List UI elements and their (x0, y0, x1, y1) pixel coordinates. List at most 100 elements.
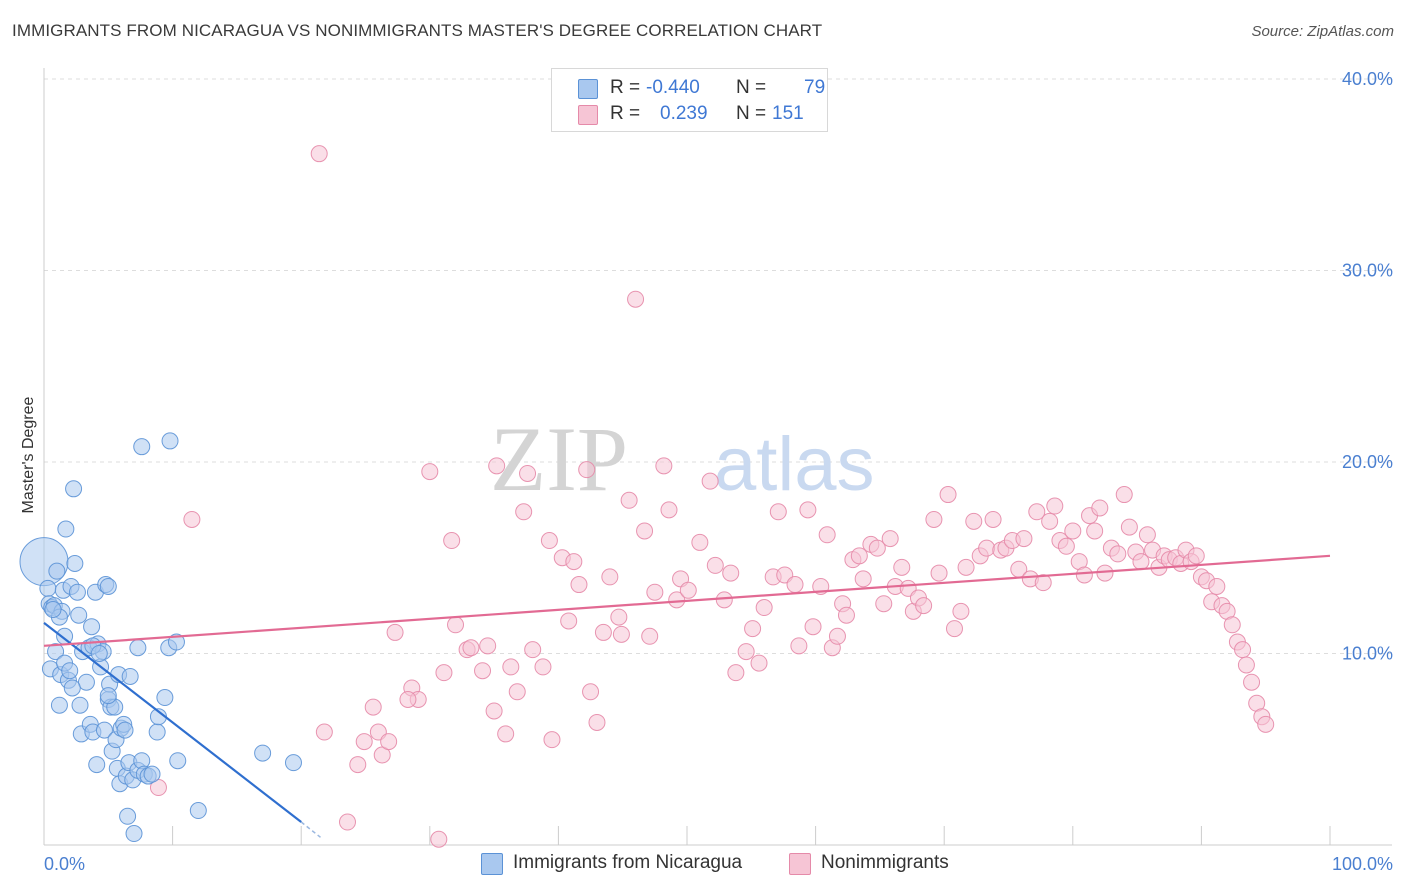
data-point (99, 687, 117, 705)
data-point (119, 807, 137, 825)
data-point (691, 533, 709, 551)
data-point (1057, 537, 1075, 555)
data-point (1041, 512, 1059, 530)
data-point (755, 599, 773, 617)
legend-n-label: N = (736, 103, 767, 124)
data-point (668, 591, 686, 609)
data-point (435, 664, 453, 682)
data-point (156, 689, 174, 707)
data-point (1064, 522, 1082, 540)
legend-r-label: R = (610, 77, 641, 98)
data-point (915, 597, 933, 615)
data-point (1187, 547, 1205, 565)
data-point (99, 577, 117, 595)
data-point (1028, 503, 1046, 521)
data-point (1046, 497, 1064, 515)
data-point (1138, 526, 1156, 544)
data-point (565, 553, 583, 571)
data-point (570, 576, 588, 594)
watermark-atlas: atlas (714, 422, 875, 507)
data-point (769, 503, 787, 521)
data-point (167, 633, 185, 651)
data-point (737, 643, 755, 661)
data-point (310, 145, 328, 163)
data-point (44, 600, 62, 618)
data-point (850, 547, 868, 565)
legend-swatch-blue (578, 79, 598, 99)
data-point (594, 623, 612, 641)
data-point (945, 620, 963, 638)
data-point (121, 667, 139, 685)
data-point (95, 721, 113, 739)
data-point (488, 457, 506, 475)
legend-r-value: -0.440 (646, 77, 700, 98)
data-point (133, 438, 151, 456)
tick-labels: 10.0% 20.0% 30.0% 40.0% 0.0% 100.0% (44, 69, 1393, 874)
data-point (679, 581, 697, 599)
data-point (984, 510, 1002, 528)
data-point (582, 683, 600, 701)
data-point (1120, 518, 1138, 536)
data-point (534, 658, 552, 676)
legend-n-value: 151 (772, 103, 804, 124)
data-point (65, 480, 83, 498)
data-point (349, 756, 367, 774)
trend-line-nonimmigrants (43, 554, 1331, 647)
data-point (68, 583, 86, 601)
data-point (71, 696, 89, 714)
data-point (939, 486, 957, 504)
data-point (868, 539, 886, 557)
y-tick-label: 20.0% (1342, 452, 1393, 472)
data-point (161, 432, 179, 450)
data-point (1234, 641, 1252, 659)
trend-lines (43, 554, 1331, 838)
data-point (63, 679, 81, 697)
watermark: ZIP atlas (490, 408, 875, 510)
data-point (315, 723, 333, 741)
data-point (560, 612, 578, 630)
data-point (837, 606, 855, 624)
legend-r-value: 0.239 (660, 103, 708, 124)
data-point (70, 606, 88, 624)
data-point (474, 662, 492, 680)
data-point (61, 662, 79, 680)
data-point (380, 733, 398, 751)
data-point (588, 713, 606, 731)
data-point (978, 539, 996, 557)
data-point (143, 765, 161, 783)
data-point (601, 568, 619, 586)
data-point (485, 702, 503, 720)
data-point (508, 683, 526, 701)
data-point (540, 532, 558, 550)
data-point (447, 616, 465, 634)
bottom-legend-label: Nonimmigrants (821, 852, 949, 873)
data-point (957, 558, 975, 576)
data-point (893, 558, 911, 576)
data-point (338, 813, 356, 831)
data-point (57, 520, 75, 538)
source-label: Source: ZipAtlas.com (1251, 23, 1394, 40)
data-point (1223, 616, 1241, 634)
data-point (83, 618, 101, 636)
data-point (169, 752, 187, 770)
data-point (77, 673, 95, 691)
data-point (1091, 499, 1109, 517)
data-point (790, 637, 808, 655)
data-point (125, 825, 143, 843)
data-point (655, 457, 673, 475)
data-point (965, 512, 983, 530)
data-point (701, 472, 719, 490)
data-point (1115, 486, 1133, 504)
y-tick-label: 40.0% (1342, 69, 1393, 89)
data-point (421, 463, 439, 481)
data-point (818, 526, 836, 544)
axes (43, 68, 1392, 846)
bottom-legend-swatch-pink (789, 853, 811, 875)
bottom-legend-swatch-blue (481, 853, 503, 875)
data-point (189, 802, 207, 820)
data-point (399, 690, 417, 708)
data-point (722, 564, 740, 582)
data-point (1243, 673, 1261, 691)
data-point (116, 721, 134, 739)
